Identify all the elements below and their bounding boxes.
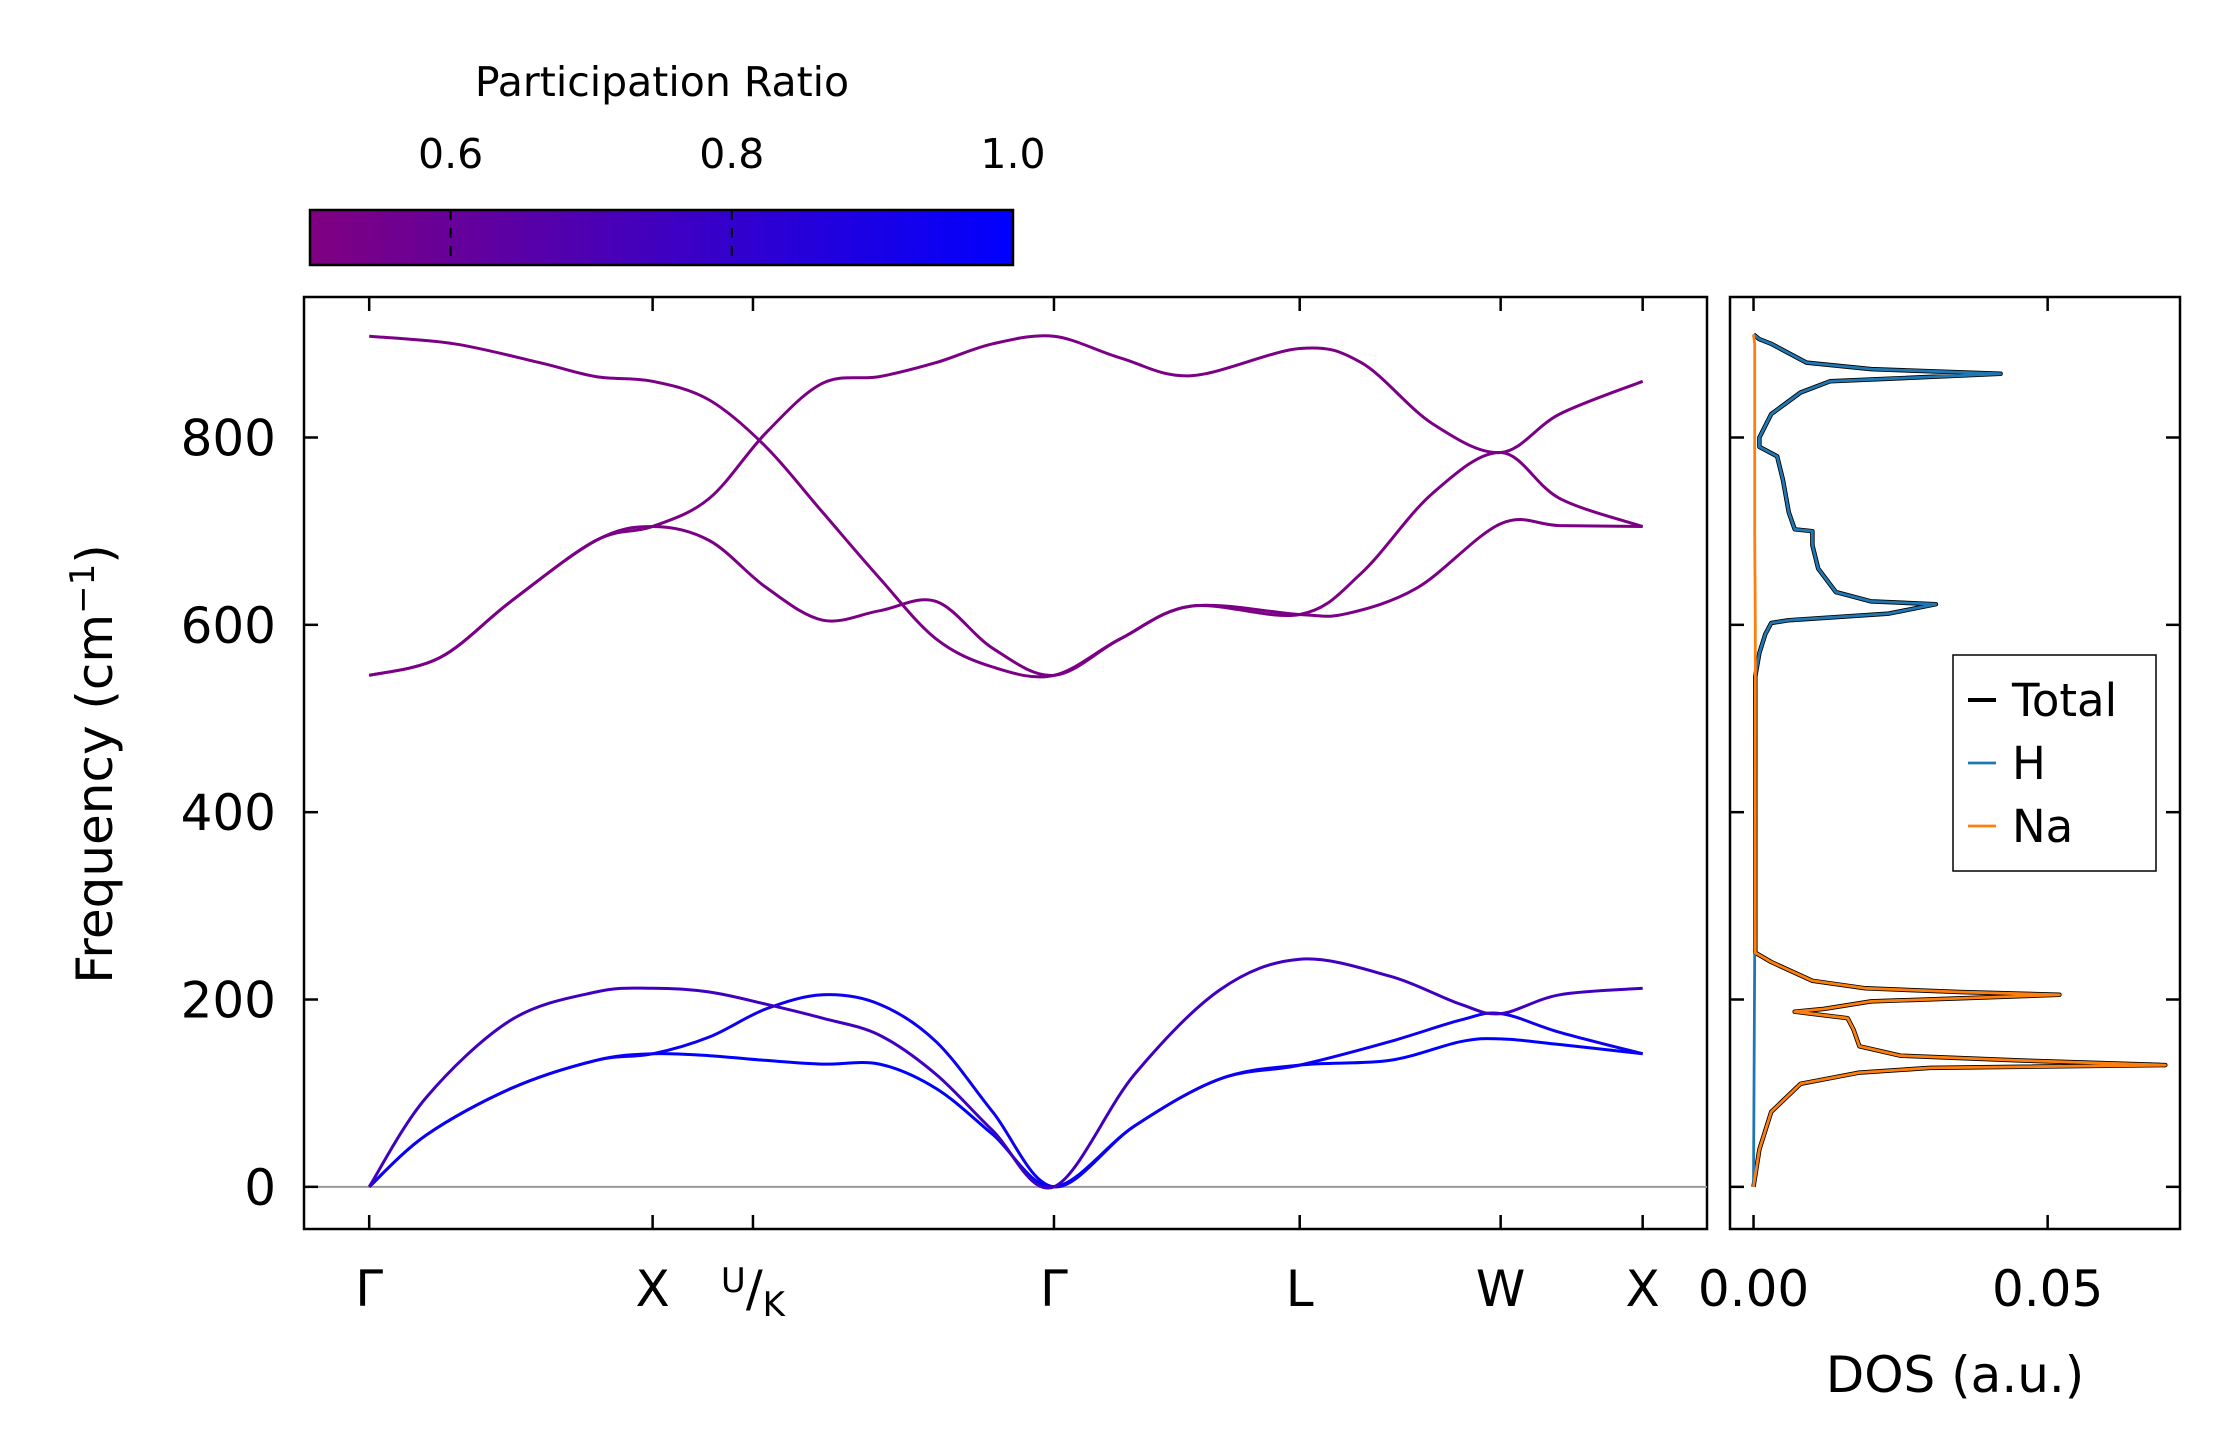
dos-y-ticks xyxy=(1730,436,2180,1189)
dos-curves xyxy=(1751,332,2168,1188)
band-xtick-label: X xyxy=(635,1260,669,1318)
colorbar-tick-label: 0.8 xyxy=(699,130,764,178)
band-line-5 xyxy=(368,334,1644,677)
combined-label-a: U xyxy=(721,1261,746,1301)
band-ytick-label: 400 xyxy=(181,784,276,842)
band-plot-frame xyxy=(302,295,1709,1231)
band-line-2 xyxy=(368,993,1644,1189)
band-xtick-label: L xyxy=(1286,1260,1314,1318)
legend-entries: Total H Na xyxy=(1968,674,2117,853)
band-xtick-label: X xyxy=(1626,1260,1660,1318)
y-axis-title-main: Frequency (cm xyxy=(66,614,124,984)
band-line-4 xyxy=(368,518,1643,677)
band-y-ticks: 0 200 400 600 800 xyxy=(181,410,318,1217)
band-xtick-label: W xyxy=(1476,1260,1525,1318)
colorbar-tick-label: 1.0 xyxy=(980,130,1045,178)
colorbar-tick-label: 0.6 xyxy=(418,130,483,178)
dos-legend: Total H Na xyxy=(1952,654,2157,872)
y-axis-title-sup: −1 xyxy=(63,564,103,614)
legend-label-total: Total xyxy=(2011,674,2117,727)
y-axis-title-end: ) xyxy=(66,544,124,564)
dos-xtick-label: 0.00 xyxy=(1698,1260,1809,1318)
dos-plot-frame xyxy=(1728,295,2182,1231)
combined-label-slash: / xyxy=(746,1260,763,1318)
band-ytick-label: 600 xyxy=(181,597,276,655)
band-ytick-label: 200 xyxy=(181,972,276,1030)
colorbar-title: Participation Ratio xyxy=(475,58,849,106)
band-xtick-label: Γ xyxy=(1040,1260,1068,1318)
band-xtick-label-combined: U/K xyxy=(721,1260,787,1325)
colorbar-ticks: 0.6 0.8 1.0 xyxy=(418,130,1046,265)
band-line-3 xyxy=(367,957,1643,1190)
band-structure-panel: 0 200 400 600 800 Γ X U/K Γ L W X Frequency (cm−1) xyxy=(63,295,1709,1325)
dos-panel: 0.00 0.05 DOS (a.u.) Total H Na xyxy=(1698,295,2182,1404)
phonon-bands xyxy=(367,334,1644,1190)
dos-xtick-label: 0.05 xyxy=(1992,1260,2103,1318)
band-xtick-label: Γ xyxy=(355,1260,383,1318)
colorbar-gradient xyxy=(308,208,1015,267)
dos-x-axis-title: DOS (a.u.) xyxy=(1826,1346,2085,1404)
legend-label-h: H xyxy=(2012,737,2046,790)
band-ytick-label: 0 xyxy=(244,1159,276,1217)
band-ytick-label: 800 xyxy=(181,410,276,468)
band-line-1 xyxy=(368,1037,1643,1189)
dos-line-na xyxy=(1752,334,2167,1188)
legend-label-na: Na xyxy=(2012,800,2073,853)
colorbar: Participation Ratio 0.6 0.8 1.0 xyxy=(308,58,1046,267)
dos-x-ticks: 0.00 0.05 xyxy=(1698,297,2103,1318)
band-x-ticks: Γ X U/K Γ L W X xyxy=(355,297,1660,1325)
band-line-6 xyxy=(369,334,1644,679)
combined-label-b: K xyxy=(763,1285,787,1325)
y-axis-title: Frequency (cm−1) xyxy=(63,544,124,984)
dos-line-h xyxy=(1752,333,2002,1187)
